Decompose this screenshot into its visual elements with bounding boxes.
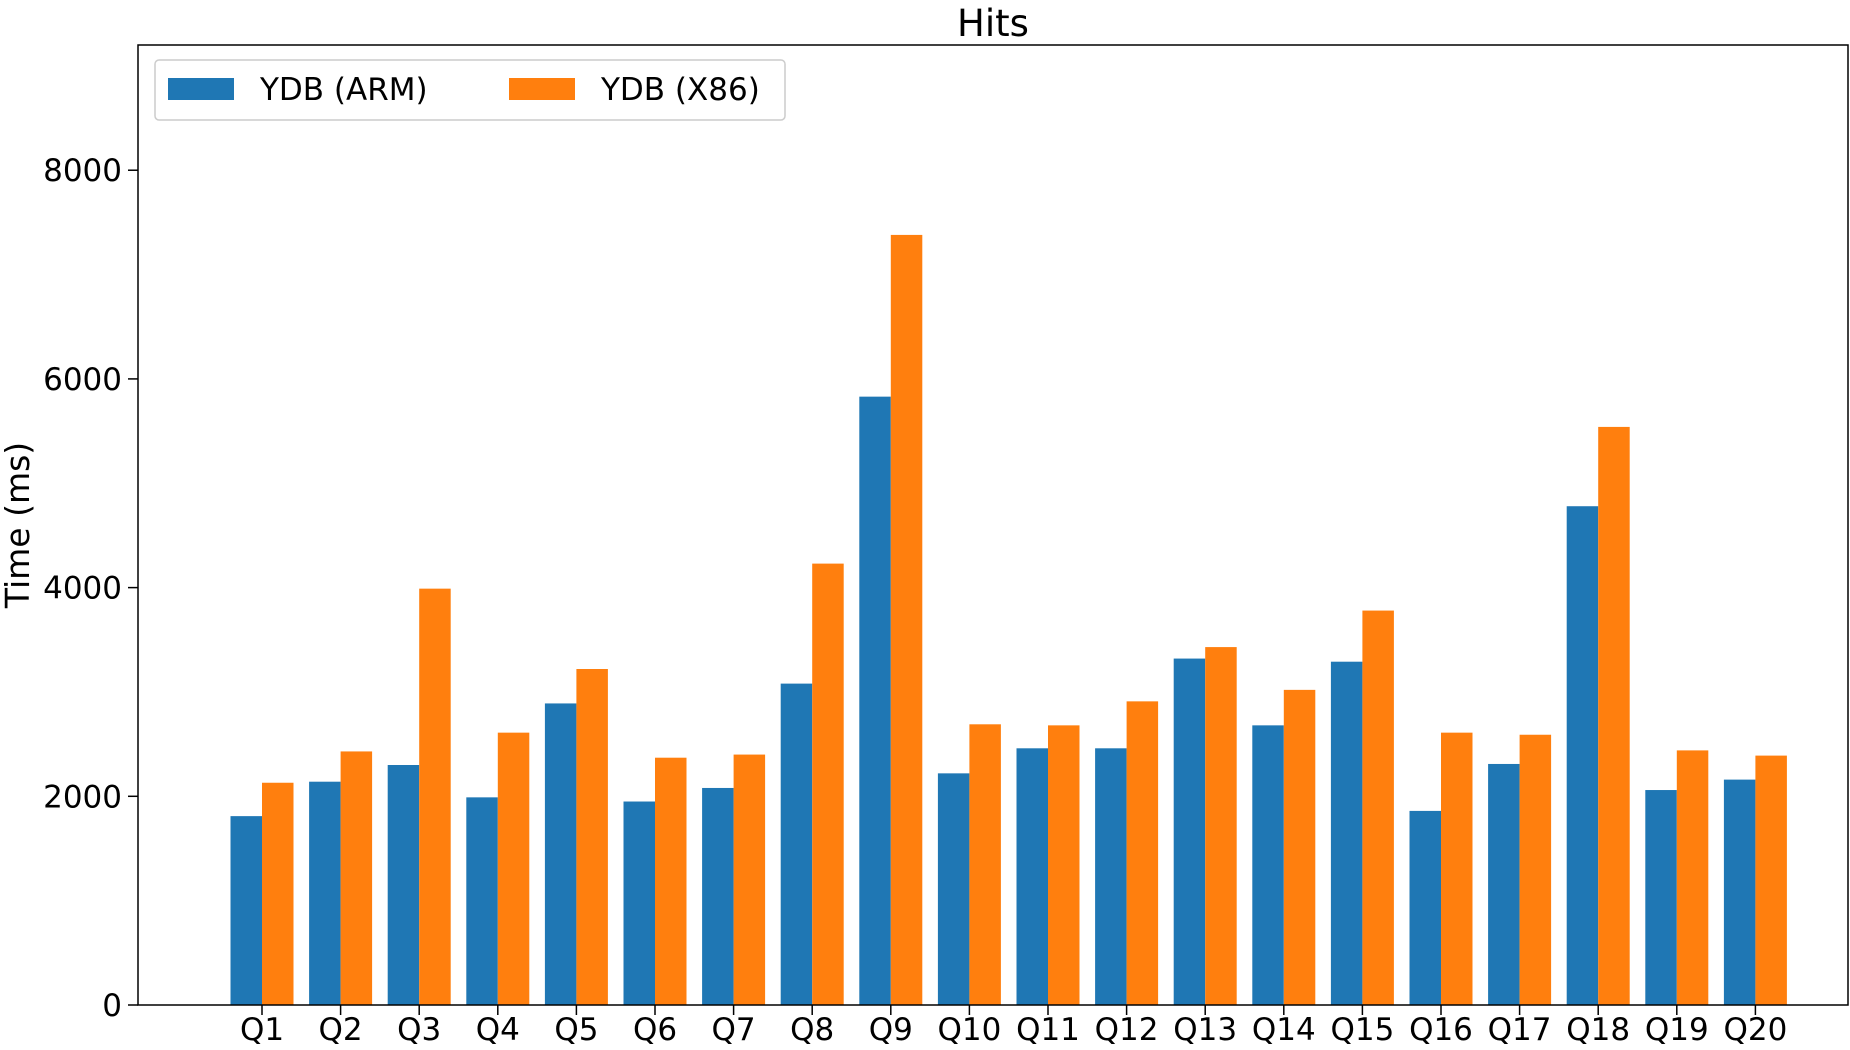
bar-q20-arm — [1723, 779, 1756, 1005]
x-axis-ticks: Q1 Q2 Q3 Q4 Q5 Q6 Q7 Q8 Q9 Q10 Q11 Q12 Q13 Q14 Q15 Q16 Q… — [240, 1005, 1787, 1048]
bar-q13-arm — [1173, 658, 1206, 1005]
x-tick-label: Q15 — [1330, 1012, 1394, 1048]
legend-swatch-x86 — [509, 78, 575, 100]
x-tick-label: Q13 — [1173, 1012, 1237, 1048]
legend-label-x86: YDB (X86) — [600, 72, 760, 108]
bars-group — [230, 234, 1787, 1005]
x-tick-label: Q7 — [712, 1012, 756, 1048]
bar-q5-arm — [544, 703, 577, 1005]
bar-q18-arm — [1566, 506, 1599, 1005]
bar-q20-x86 — [1755, 755, 1787, 1005]
x-tick-label: Q12 — [1095, 1012, 1159, 1048]
bar-q9-arm — [859, 396, 891, 1005]
bar-q10-x86 — [969, 724, 1001, 1005]
chart-title: Hits — [957, 2, 1029, 45]
y-tick-label: 8000 — [43, 153, 122, 189]
y-tick-label: 2000 — [43, 779, 122, 815]
bar-q6-x86 — [655, 757, 687, 1005]
legend-box — [154, 59, 786, 121]
x-tick-label: Q1 — [240, 1012, 284, 1048]
bar-q16-x86 — [1441, 732, 1473, 1005]
bar-q13-x86 — [1205, 647, 1237, 1005]
bar-q19-x86 — [1676, 750, 1709, 1005]
bar-q16-arm — [1409, 810, 1441, 1005]
y-tick-label: 4000 — [43, 571, 122, 607]
bar-q15-arm — [1330, 661, 1363, 1005]
bar-q4-arm — [466, 797, 498, 1005]
y-tick-label: 0 — [102, 988, 122, 1024]
bar-q12-x86 — [1126, 701, 1159, 1005]
bar-q8-arm — [780, 683, 813, 1005]
x-tick-label: Q6 — [633, 1012, 677, 1048]
x-tick-label: Q18 — [1566, 1012, 1630, 1048]
bar-q3-x86 — [419, 588, 451, 1005]
bar-q12-arm — [1095, 748, 1127, 1005]
bar-q11-arm — [1016, 748, 1048, 1005]
plot-frame — [137, 44, 1849, 1006]
x-tick-label: Q17 — [1488, 1012, 1552, 1048]
bar-q7-x86 — [733, 754, 766, 1005]
x-tick-label: Q9 — [869, 1012, 913, 1048]
bar-q5-x86 — [576, 669, 608, 1005]
bar-q4-x86 — [497, 732, 530, 1005]
bar-q15-x86 — [1362, 610, 1394, 1005]
x-tick-label: Q11 — [1016, 1012, 1080, 1048]
bar-q2-x86 — [340, 751, 373, 1005]
bar-q11-x86 — [1048, 725, 1080, 1005]
y-axis-title: Time (ms) — [0, 442, 37, 609]
x-tick-label: Q20 — [1723, 1012, 1787, 1048]
bar-q8-x86 — [812, 563, 844, 1005]
bar-q9-x86 — [890, 234, 923, 1005]
bar-q6-arm — [623, 801, 655, 1005]
bar-q17-arm — [1488, 763, 1520, 1005]
y-axis-ticks: 0 2000 4000 6000 8000 — [43, 153, 138, 1024]
bar-q19-arm — [1645, 790, 1677, 1005]
legend-swatch-arm — [168, 78, 234, 100]
bar-q10-arm — [937, 773, 970, 1005]
x-tick-label: Q2 — [319, 1012, 363, 1048]
bar-q14-x86 — [1283, 689, 1316, 1005]
bar-q2-arm — [309, 781, 341, 1005]
bar-q1-arm — [230, 816, 262, 1005]
bar-q18-x86 — [1598, 426, 1630, 1005]
legend: YDB (ARM) YDB (X86) — [154, 59, 786, 121]
legend-label-arm: YDB (ARM) — [259, 72, 428, 108]
x-tick-label: Q19 — [1645, 1012, 1709, 1048]
bar-q17-x86 — [1519, 734, 1552, 1005]
x-tick-label: Q14 — [1252, 1012, 1316, 1048]
x-tick-label: Q3 — [397, 1012, 441, 1048]
y-tick-label: 6000 — [43, 362, 122, 398]
bar-q1-x86 — [262, 782, 294, 1005]
x-tick-label: Q4 — [476, 1012, 520, 1048]
bar-q14-arm — [1252, 725, 1284, 1005]
x-tick-label: Q10 — [937, 1012, 1001, 1048]
x-tick-label: Q8 — [790, 1012, 834, 1048]
bar-q7-arm — [702, 787, 734, 1005]
bar-q3-arm — [387, 765, 420, 1005]
x-tick-label: Q16 — [1409, 1012, 1473, 1048]
x-tick-label: Q5 — [554, 1012, 598, 1048]
